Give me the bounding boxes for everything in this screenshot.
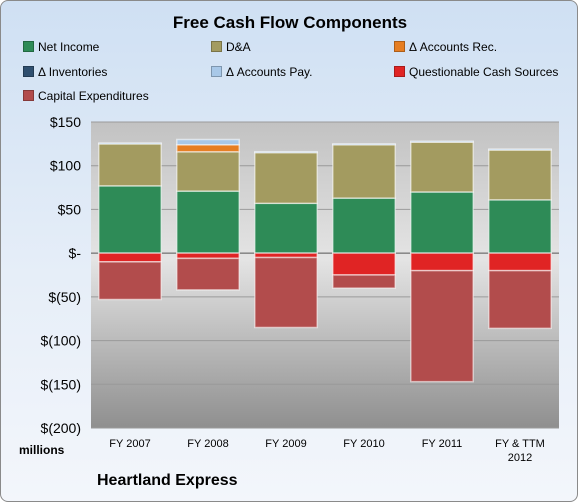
bar-segment <box>488 148 552 151</box>
bar-segment <box>332 197 396 254</box>
bar-segment <box>254 151 318 205</box>
bar-segment <box>176 150 240 192</box>
bar-segment <box>176 143 240 153</box>
bar-segment <box>98 261 162 301</box>
legend-swatch-accounts-rec <box>394 41 405 52</box>
x-tick-label: FY 2007 <box>109 438 150 450</box>
y-tick-label: $150 <box>50 114 81 130</box>
bar-segment <box>176 252 240 260</box>
bar-segment <box>254 202 318 254</box>
y-tick-label: $(100) <box>41 333 81 349</box>
bar-segment <box>254 256 318 329</box>
x-axis: FY 2007 FY 2008 FY 2009 FY 2010 FY 2011 FY & … <box>109 438 545 464</box>
y-axis: $150 $100 $50 $- $(50) $(100) $(150) $(200) <box>41 114 82 436</box>
bar-segment <box>488 252 552 272</box>
bar-segment <box>410 269 474 383</box>
legend-swatch-capex <box>23 90 34 101</box>
legend-label-inventories: Δ Inventories <box>38 65 108 79</box>
x-tick-label: FY & TTM 2012 <box>495 438 545 464</box>
bar-segment <box>176 190 240 254</box>
legend-capex: Capital Expenditures <box>23 89 149 103</box>
legend-swatch-accounts-pay <box>211 66 222 77</box>
bar-segment <box>332 143 396 199</box>
bar-segment <box>98 252 162 263</box>
y-tick-label: $(150) <box>41 376 81 392</box>
legend-da: D&A <box>211 40 251 54</box>
bar-segment <box>332 143 396 146</box>
bar-segment <box>410 141 474 193</box>
legend-accounts-rec: Δ Accounts Rec. <box>394 40 497 54</box>
legend-swatch-questionable-cash <box>394 66 405 77</box>
y-tick-label: $50 <box>58 201 82 217</box>
x-tick-label: FY 2008 <box>187 438 228 450</box>
legend-questionable-cash: Questionable Cash Sources <box>394 65 558 79</box>
legend-swatch-net-income <box>23 41 34 52</box>
legend-accounts-pay: Δ Accounts Pay. <box>211 65 313 79</box>
legend-label-capex: Capital Expenditures <box>38 89 149 103</box>
bar-segment <box>488 149 552 201</box>
bar-segment <box>254 150 318 154</box>
legend-inventories: Δ Inventories <box>23 65 107 79</box>
legend-label-da: D&A <box>226 40 251 54</box>
x-tick-label: FY 2009 <box>265 438 306 450</box>
bar-segment <box>98 142 162 145</box>
legend-label-questionable-cash: Questionable Cash Sources <box>409 65 559 79</box>
bar-segment <box>98 185 162 254</box>
legend-label-accounts-pay: Δ Accounts Pay. <box>226 65 313 79</box>
bar-segment <box>410 191 474 254</box>
plot-area <box>91 122 559 428</box>
chart-title: Free Cash Flow Components <box>172 13 408 32</box>
bar-segment <box>488 199 552 254</box>
x-tick-label: FY 2010 <box>343 438 384 450</box>
legend-swatch-inventories <box>23 66 34 77</box>
legend-net-income: Net Income <box>23 40 99 54</box>
bars-group <box>98 138 552 383</box>
company-name: Heartland Express <box>97 472 238 489</box>
legend-label-net-income: Net Income <box>38 40 100 54</box>
legend-swatch-da <box>211 41 222 52</box>
y-tick-label: $- <box>69 245 82 261</box>
bar-segment <box>176 257 240 291</box>
gridlines <box>91 121 559 429</box>
bar-segment <box>176 138 240 146</box>
y-tick-label: $(200) <box>41 420 81 436</box>
bar-segment <box>332 274 396 289</box>
x-tick-label: FY 2011 <box>422 438 463 450</box>
y-tick-label: $(50) <box>48 289 81 305</box>
bar-segment <box>98 143 162 187</box>
bar-segment <box>488 269 552 330</box>
legend-label-accounts-rec: Δ Accounts Rec. <box>409 40 498 54</box>
bar-segment <box>410 140 474 143</box>
y-axis-units: millions <box>19 443 65 457</box>
bar-segment <box>410 252 474 272</box>
bar-segment <box>332 252 396 276</box>
y-tick-label: $100 <box>50 158 81 174</box>
